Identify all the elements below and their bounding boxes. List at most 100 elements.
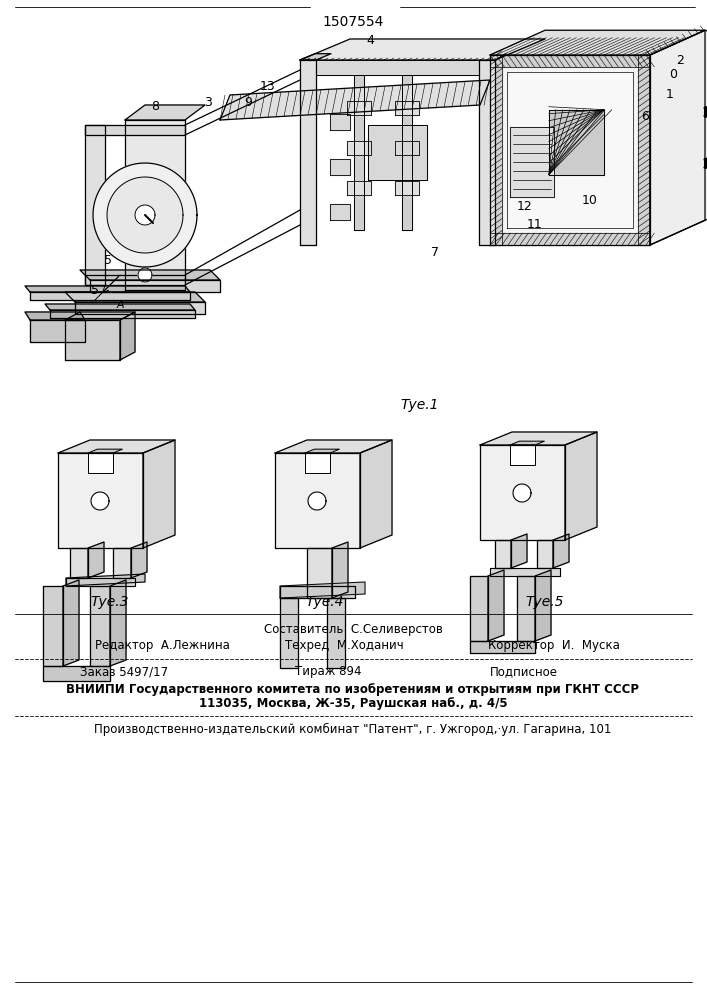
Polygon shape: [305, 449, 339, 453]
Text: A: A: [116, 300, 124, 310]
Polygon shape: [110, 580, 126, 666]
Polygon shape: [346, 141, 370, 155]
Polygon shape: [507, 72, 633, 228]
Polygon shape: [360, 440, 392, 548]
Text: ВНИИПИ Государственного комитета по изобретениям и открытиям при ГКНТ СССР: ВНИИПИ Государственного комитета по изоб…: [66, 682, 640, 696]
Polygon shape: [58, 453, 143, 548]
Polygon shape: [275, 440, 392, 453]
Polygon shape: [300, 54, 331, 60]
Polygon shape: [346, 181, 370, 195]
Polygon shape: [107, 177, 183, 253]
Polygon shape: [275, 453, 360, 548]
Text: Составитель  С.Селиверстов: Составитель С.Селиверстов: [264, 622, 443, 636]
Polygon shape: [650, 30, 707, 245]
Polygon shape: [535, 570, 551, 641]
Polygon shape: [490, 233, 650, 245]
Text: 7: 7: [431, 245, 439, 258]
Polygon shape: [88, 449, 122, 453]
Polygon shape: [537, 540, 553, 568]
Text: Τуе.1: Τуе.1: [401, 398, 439, 412]
Polygon shape: [553, 534, 569, 568]
Text: 11: 11: [527, 219, 543, 232]
Polygon shape: [80, 270, 220, 280]
Polygon shape: [66, 578, 135, 586]
Polygon shape: [346, 101, 370, 115]
Polygon shape: [332, 542, 348, 598]
Polygon shape: [58, 440, 175, 453]
Polygon shape: [638, 55, 650, 245]
Polygon shape: [90, 586, 110, 666]
Polygon shape: [305, 453, 330, 473]
Text: 9: 9: [244, 97, 252, 109]
Polygon shape: [470, 576, 488, 641]
Polygon shape: [138, 268, 152, 282]
Polygon shape: [488, 570, 504, 641]
Polygon shape: [220, 80, 490, 120]
Polygon shape: [510, 127, 554, 197]
Polygon shape: [354, 75, 363, 230]
Text: Производственно-издательский комбинат "Патент", г. Ужгород,·ул. Гагарина, 101: Производственно-издательский комбинат "П…: [94, 722, 612, 736]
Text: Заказ 5497/17: Заказ 5497/17: [80, 666, 168, 678]
Polygon shape: [565, 432, 597, 540]
Polygon shape: [75, 302, 205, 314]
Polygon shape: [113, 548, 131, 578]
Polygon shape: [330, 114, 350, 130]
Text: 1: 1: [666, 89, 674, 102]
Polygon shape: [307, 548, 332, 598]
Polygon shape: [125, 120, 185, 290]
Polygon shape: [480, 445, 565, 540]
Polygon shape: [513, 484, 531, 502]
Polygon shape: [479, 60, 495, 245]
Polygon shape: [495, 540, 511, 568]
Polygon shape: [549, 110, 604, 175]
Polygon shape: [93, 163, 197, 267]
Polygon shape: [66, 574, 145, 586]
Polygon shape: [517, 576, 535, 641]
Polygon shape: [50, 310, 195, 318]
Text: 12: 12: [517, 200, 533, 214]
Polygon shape: [25, 286, 190, 292]
Polygon shape: [88, 453, 113, 473]
Text: Τуе.5: Τуе.5: [526, 595, 564, 609]
Polygon shape: [135, 205, 155, 225]
Polygon shape: [327, 598, 345, 668]
Polygon shape: [280, 598, 298, 668]
Polygon shape: [25, 312, 85, 320]
Polygon shape: [308, 492, 326, 510]
Text: Тираж 894: Тираж 894: [295, 666, 361, 678]
Polygon shape: [63, 580, 79, 666]
Polygon shape: [65, 320, 120, 360]
Text: 4: 4: [366, 33, 374, 46]
Polygon shape: [490, 55, 650, 67]
Text: 8: 8: [151, 101, 159, 113]
Polygon shape: [330, 204, 350, 220]
Polygon shape: [65, 292, 205, 302]
Polygon shape: [490, 55, 650, 245]
Polygon shape: [368, 125, 427, 180]
Polygon shape: [45, 304, 195, 310]
Text: 6: 6: [641, 110, 649, 123]
Polygon shape: [330, 159, 350, 175]
Polygon shape: [43, 666, 110, 681]
Text: Техред  М.Ходанич: Техред М.Ходанич: [285, 640, 404, 652]
Polygon shape: [395, 141, 419, 155]
Polygon shape: [143, 440, 175, 548]
Polygon shape: [280, 582, 365, 598]
Text: 0: 0: [669, 68, 677, 82]
Text: 3: 3: [204, 96, 212, 108]
Text: 5: 5: [104, 253, 112, 266]
Polygon shape: [85, 125, 105, 285]
Polygon shape: [85, 125, 185, 135]
Polygon shape: [300, 39, 545, 60]
Text: 113035, Москва, Ж-35, Раушская наб., д. 4/5: 113035, Москва, Ж-35, Раушская наб., д. …: [199, 698, 508, 710]
Text: Редактор  А.Лежнина: Редактор А.Лежнина: [95, 640, 230, 652]
Text: 2: 2: [676, 53, 684, 66]
Polygon shape: [280, 586, 355, 598]
Polygon shape: [120, 312, 135, 360]
Polygon shape: [30, 320, 85, 342]
Polygon shape: [395, 101, 419, 115]
Text: 5: 5: [91, 284, 99, 296]
Polygon shape: [511, 534, 527, 568]
Polygon shape: [90, 280, 220, 292]
Polygon shape: [65, 312, 135, 320]
